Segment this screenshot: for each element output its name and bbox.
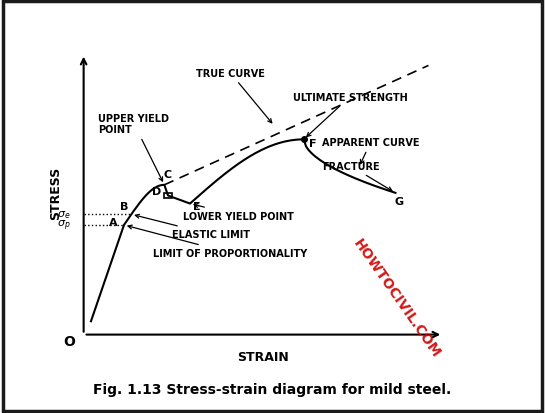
Text: UPPER YIELD
POINT: UPPER YIELD POINT xyxy=(98,113,169,182)
Text: Fig. 1.13 Stress-strain diagram for mild steel.: Fig. 1.13 Stress-strain diagram for mild… xyxy=(93,382,452,396)
Text: E: E xyxy=(193,202,201,211)
Text: $\sigma_e$: $\sigma_e$ xyxy=(57,209,70,221)
Text: LOWER YIELD POINT: LOWER YIELD POINT xyxy=(183,204,294,221)
Text: APPARENT CURVE: APPARENT CURVE xyxy=(322,138,420,164)
Text: HOWTOCIVIL.COM: HOWTOCIVIL.COM xyxy=(350,236,443,359)
Text: FRACTURE: FRACTURE xyxy=(322,162,392,191)
Text: G: G xyxy=(395,196,404,206)
Text: A: A xyxy=(110,217,118,228)
Text: C: C xyxy=(164,169,172,179)
Text: STRESS: STRESS xyxy=(50,167,63,220)
Text: O: O xyxy=(63,335,75,349)
Bar xyxy=(164,193,172,199)
Text: STRAIN: STRAIN xyxy=(238,350,289,363)
Text: D: D xyxy=(153,187,162,197)
Text: TRUE CURVE: TRUE CURVE xyxy=(196,69,272,123)
Text: F: F xyxy=(309,139,317,149)
Text: $\sigma_p$: $\sigma_p$ xyxy=(57,218,70,233)
Text: B: B xyxy=(120,202,128,212)
Text: ULTIMATE STRENGTH: ULTIMATE STRENGTH xyxy=(293,93,408,137)
Text: LIMIT OF PROPORTIONALITY: LIMIT OF PROPORTIONALITY xyxy=(128,225,307,259)
Text: ELASTIC LIMIT: ELASTIC LIMIT xyxy=(135,215,250,240)
